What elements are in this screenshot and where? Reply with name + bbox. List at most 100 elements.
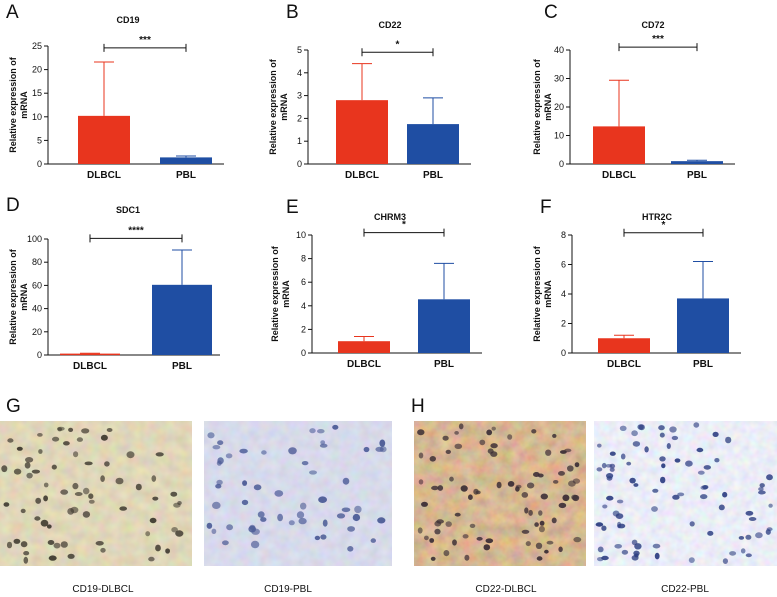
cell-nucleus — [38, 449, 43, 454]
cell-nucleus — [145, 531, 151, 537]
panel-c-significance-stars: *** — [652, 34, 664, 45]
cell-nucleus — [322, 519, 328, 527]
cell-nucleus — [531, 429, 537, 434]
cell-nucleus — [437, 485, 444, 491]
cell-nucleus — [703, 465, 711, 470]
cell-nucleus — [626, 461, 632, 466]
cell-nucleus — [652, 543, 661, 549]
cell-nucleus — [100, 475, 105, 482]
panel-a-ylabel-line2: mRNA — [19, 91, 29, 119]
cell-nucleus — [491, 426, 496, 431]
cell-nucleus — [239, 448, 248, 454]
cell-nucleus — [659, 456, 666, 462]
cell-nucleus — [460, 485, 468, 492]
cell-nucleus — [693, 422, 700, 428]
cell-nucleus — [722, 558, 729, 564]
panel-d-title: SDC1 — [116, 205, 140, 215]
panel-e-tick-label: 8 — [301, 254, 306, 264]
cell-nucleus — [714, 458, 720, 463]
cell-nucleus — [170, 491, 178, 497]
cell-nucleus — [507, 481, 515, 487]
panel-b-tick-label: 0 — [297, 159, 302, 169]
panel-e-category-dlbcl: DLBCL — [347, 359, 381, 370]
cell-nucleus — [689, 521, 695, 527]
cell-nucleus — [429, 456, 436, 462]
cell-nucleus — [552, 433, 557, 438]
cell-nucleus — [261, 450, 267, 455]
panel-f-ylabel-line1: Relative expression of — [532, 245, 542, 342]
panel-e-tick-label: 6 — [301, 277, 306, 287]
cell-nucleus — [106, 428, 113, 432]
cell-nucleus — [609, 451, 616, 456]
cell-nucleus — [612, 510, 620, 517]
cell-nucleus — [74, 492, 83, 496]
panel-d-bar-dlbcl — [60, 353, 120, 356]
cell-nucleus — [217, 457, 224, 465]
cell-nucleus — [738, 536, 745, 540]
cell-nucleus — [257, 511, 265, 518]
cell-nucleus — [766, 474, 773, 481]
cell-nucleus — [309, 470, 317, 475]
chart-panel-c: C CD72 0 10 20 30 40 Relative expression of mRNA… — [532, 2, 735, 181]
cell-nucleus — [700, 494, 708, 500]
cell-nucleus — [88, 499, 95, 504]
cell-nucleus — [768, 503, 773, 508]
cell-nucleus — [418, 479, 424, 485]
cell-nucleus — [614, 544, 622, 549]
cell-nucleus — [88, 493, 94, 500]
cell-nucleus — [332, 424, 339, 430]
cell-nucleus — [758, 490, 766, 495]
cell-nucleus — [347, 526, 355, 532]
cell-nucleus — [533, 472, 540, 477]
panel-f-tick-label: 0 — [561, 348, 566, 358]
cell-nucleus — [616, 499, 624, 504]
cell-nucleus — [545, 449, 552, 456]
panel-d-tick-label: 20 — [32, 327, 42, 337]
panel-e-tick-label: 10 — [296, 230, 306, 240]
panel-f-tick-label: 2 — [561, 319, 566, 329]
chart-panel-a: A CD19 0 5 10 15 20 25 Relative expression of mRN… — [6, 2, 224, 181]
panel-c-tick-label: 30 — [554, 74, 564, 84]
panel-d-tick-label: 0 — [37, 350, 42, 360]
panel-c-category-dlbcl: DLBCL — [602, 170, 636, 181]
cell-nucleus — [755, 532, 763, 539]
cell-nucleus — [100, 434, 108, 441]
cell-nucleus — [685, 460, 693, 467]
cell-nucleus — [672, 494, 680, 500]
cell-nucleus — [421, 501, 428, 507]
cell-nucleus — [354, 505, 362, 514]
cell-nucleus — [342, 477, 350, 485]
cell-nucleus — [67, 553, 75, 559]
cell-nucleus — [595, 522, 604, 527]
cell-nucleus — [151, 475, 157, 482]
cell-nucleus — [677, 492, 685, 497]
micrograph-cd22-dlbcl — [414, 421, 586, 566]
panel-f-tick-label: 4 — [561, 289, 566, 299]
cell-nucleus — [468, 494, 473, 501]
cell-nucleus — [320, 440, 326, 445]
panel-a-letter: A — [6, 2, 19, 23]
cell-nucleus — [363, 446, 370, 453]
cell-nucleus — [621, 549, 629, 555]
cell-nucleus — [619, 425, 627, 431]
cell-nucleus — [434, 528, 441, 535]
cell-nucleus — [20, 541, 28, 548]
cell-nucleus — [525, 541, 531, 547]
panel-letter-h: H — [411, 396, 425, 417]
cell-nucleus — [52, 436, 60, 442]
cell-nucleus — [35, 497, 42, 504]
cell-nucleus — [417, 429, 425, 436]
cell-nucleus — [528, 509, 533, 516]
cell-nucleus — [225, 453, 233, 459]
panel-c-tick-label: 20 — [554, 102, 564, 112]
cell-nucleus — [217, 440, 224, 446]
cell-nucleus — [242, 480, 248, 486]
panel-c-bar-dlbcl — [593, 126, 645, 164]
panel-c-tick-label: 10 — [554, 131, 564, 141]
cell-nucleus — [702, 485, 709, 490]
cell-nucleus — [707, 530, 714, 536]
cell-nucleus — [336, 513, 346, 519]
cell-nucleus — [37, 433, 43, 437]
cell-nucleus — [597, 557, 604, 562]
